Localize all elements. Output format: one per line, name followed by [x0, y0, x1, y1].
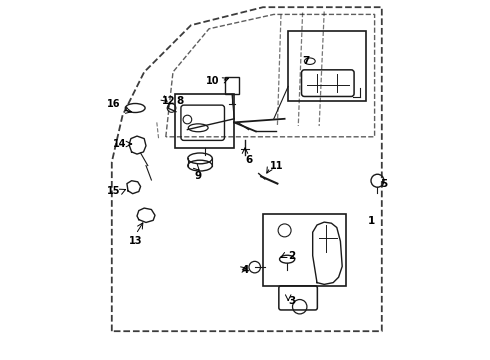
- Text: 6: 6: [245, 155, 252, 165]
- Text: 15: 15: [107, 186, 121, 196]
- Text: 1: 1: [368, 216, 375, 226]
- Bar: [288, 31, 366, 101]
- Text: 8: 8: [176, 96, 184, 106]
- Text: 5: 5: [380, 179, 387, 189]
- Text: 16: 16: [107, 99, 121, 109]
- Text: 14: 14: [113, 139, 126, 149]
- Text: 7: 7: [303, 56, 310, 66]
- Bar: [175, 94, 234, 148]
- Bar: [263, 214, 346, 286]
- Text: 2: 2: [288, 251, 295, 261]
- Text: 11: 11: [270, 161, 284, 171]
- Text: 10: 10: [206, 76, 220, 86]
- Text: 12: 12: [162, 96, 176, 106]
- Text: 4: 4: [242, 265, 249, 275]
- Bar: [225, 77, 239, 94]
- Text: 13: 13: [128, 236, 142, 246]
- Text: 3: 3: [288, 296, 295, 306]
- Text: 9: 9: [195, 171, 202, 181]
